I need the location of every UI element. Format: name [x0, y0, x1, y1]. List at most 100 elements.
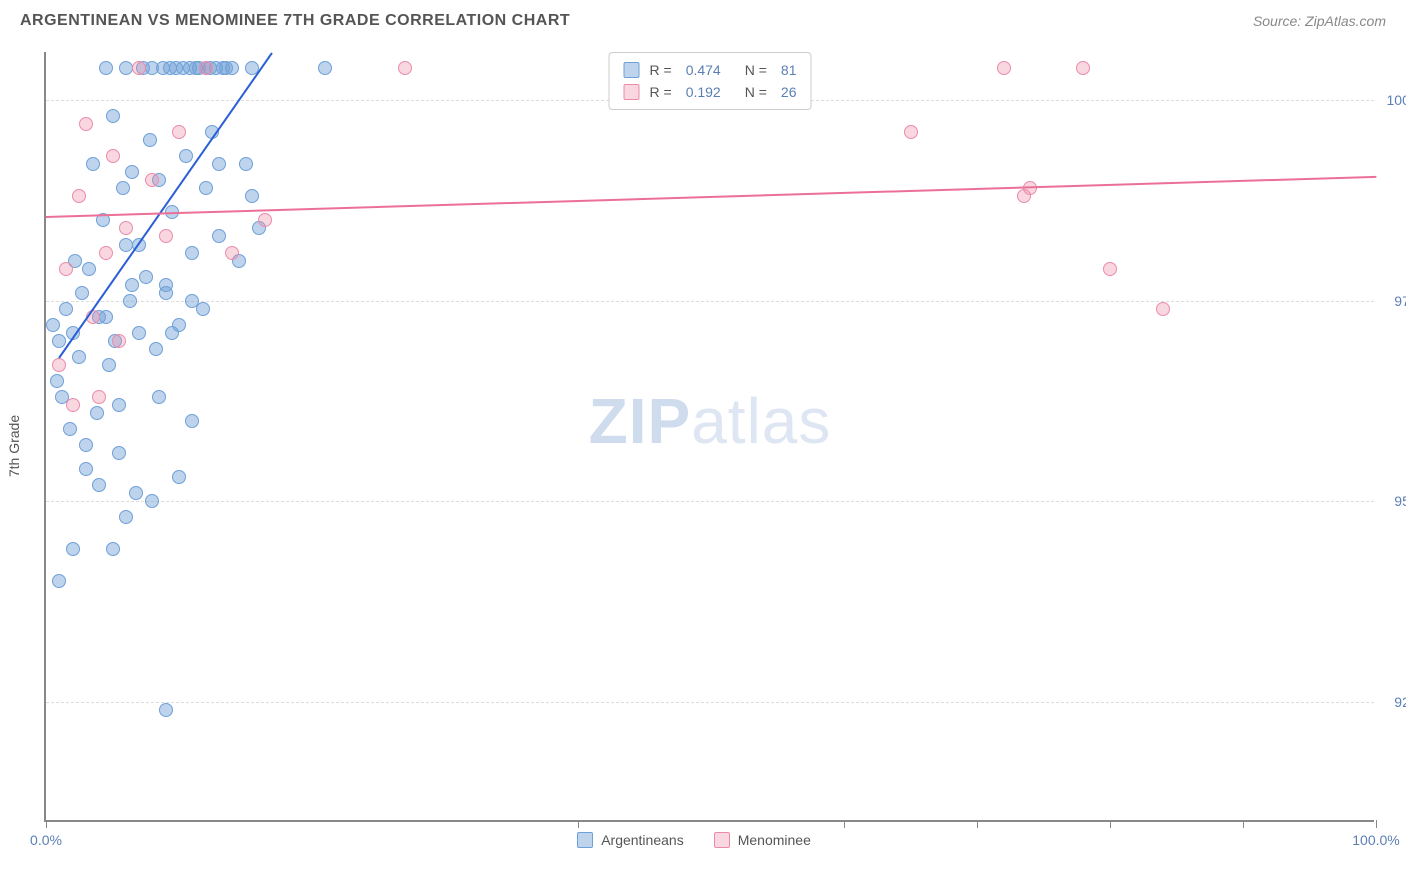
data-point: [82, 262, 96, 276]
data-point: [72, 350, 86, 364]
source-label: Source: ZipAtlas.com: [1253, 13, 1386, 29]
data-point: [225, 246, 239, 260]
data-point: [123, 294, 137, 308]
x-tick-label: 100.0%: [1352, 832, 1399, 848]
data-point: [132, 61, 146, 75]
legend-stats-row: R =0.474N =81: [624, 59, 797, 81]
data-point: [99, 310, 113, 324]
legend-bottom: Argentineans Menominee: [577, 832, 811, 848]
data-point: [132, 326, 146, 340]
data-point: [143, 133, 157, 147]
stat-n-label: N =: [745, 81, 767, 103]
data-point: [245, 189, 259, 203]
data-point: [119, 221, 133, 235]
watermark-light: atlas: [691, 385, 831, 457]
watermark: ZIPatlas: [589, 384, 832, 458]
gridline: [46, 702, 1374, 703]
data-point: [112, 446, 126, 460]
data-point: [102, 358, 116, 372]
data-point: [152, 390, 166, 404]
data-point: [129, 486, 143, 500]
legend-item: Menominee: [714, 832, 811, 848]
legend-label: Argentineans: [601, 832, 684, 848]
gridline: [46, 301, 1374, 302]
data-point: [119, 238, 133, 252]
data-point: [92, 390, 106, 404]
data-point: [99, 246, 113, 260]
x-tick: [1243, 820, 1244, 828]
data-point: [79, 438, 93, 452]
legend-swatch: [624, 62, 640, 78]
data-point: [1156, 302, 1170, 316]
data-point: [185, 294, 199, 308]
data-point: [72, 189, 86, 203]
data-point: [92, 478, 106, 492]
data-point: [172, 125, 186, 139]
data-point: [185, 246, 199, 260]
y-axis-label: 7th Grade: [6, 415, 22, 477]
chart-title: ARGENTINEAN VS MENOMINEE 7TH GRADE CORRE…: [20, 12, 570, 30]
y-tick-label: 100.0%: [1387, 92, 1406, 108]
data-point: [119, 61, 133, 75]
data-point: [145, 494, 159, 508]
stat-r-label: R =: [650, 59, 672, 81]
data-point: [997, 61, 1011, 75]
legend-swatch: [577, 832, 593, 848]
y-tick-label: 97.5%: [1394, 293, 1406, 309]
data-point: [66, 398, 80, 412]
data-point: [125, 165, 139, 179]
data-point: [52, 358, 66, 372]
data-point: [90, 406, 104, 420]
x-tick-label: 0.0%: [30, 832, 62, 848]
data-point: [185, 414, 199, 428]
data-point: [212, 229, 226, 243]
data-point: [46, 318, 60, 332]
data-point: [212, 157, 226, 171]
data-point: [199, 181, 213, 195]
data-point: [66, 542, 80, 556]
data-point: [139, 270, 153, 284]
data-point: [112, 334, 126, 348]
legend-swatch: [624, 84, 640, 100]
data-point: [165, 326, 179, 340]
data-point: [179, 149, 193, 163]
legend-label: Menominee: [738, 832, 811, 848]
data-point: [50, 374, 64, 388]
data-point: [52, 574, 66, 588]
stat-r-value: 0.192: [686, 81, 721, 103]
data-point: [106, 109, 120, 123]
stat-r-label: R =: [650, 81, 672, 103]
stat-n-value: 26: [781, 81, 797, 103]
data-point: [99, 61, 113, 75]
data-point: [145, 173, 159, 187]
data-point: [116, 181, 130, 195]
data-point: [75, 286, 89, 300]
stat-r-value: 0.474: [686, 59, 721, 81]
data-point: [106, 149, 120, 163]
data-point: [904, 125, 918, 139]
x-tick: [1376, 820, 1377, 828]
data-point: [106, 542, 120, 556]
y-tick-label: 92.5%: [1394, 694, 1406, 710]
data-point: [1076, 61, 1090, 75]
data-point: [52, 334, 66, 348]
data-point: [239, 157, 253, 171]
x-tick: [46, 820, 47, 828]
gridline: [46, 501, 1374, 502]
data-point: [398, 61, 412, 75]
data-point: [119, 510, 133, 524]
stat-n-label: N =: [745, 59, 767, 81]
data-point: [199, 61, 213, 75]
data-point: [172, 470, 186, 484]
data-point: [159, 278, 173, 292]
data-point: [79, 117, 93, 131]
data-point: [59, 302, 73, 316]
data-point: [112, 398, 126, 412]
legend-stats-box: R =0.474N =81R =0.192N =26: [609, 52, 812, 110]
data-point: [79, 462, 93, 476]
data-point: [1103, 262, 1117, 276]
data-point: [63, 422, 77, 436]
legend-stats-row: R = 0.192 N = 26: [624, 81, 797, 103]
data-point: [86, 157, 100, 171]
y-tick-label: 95.0%: [1394, 493, 1406, 509]
